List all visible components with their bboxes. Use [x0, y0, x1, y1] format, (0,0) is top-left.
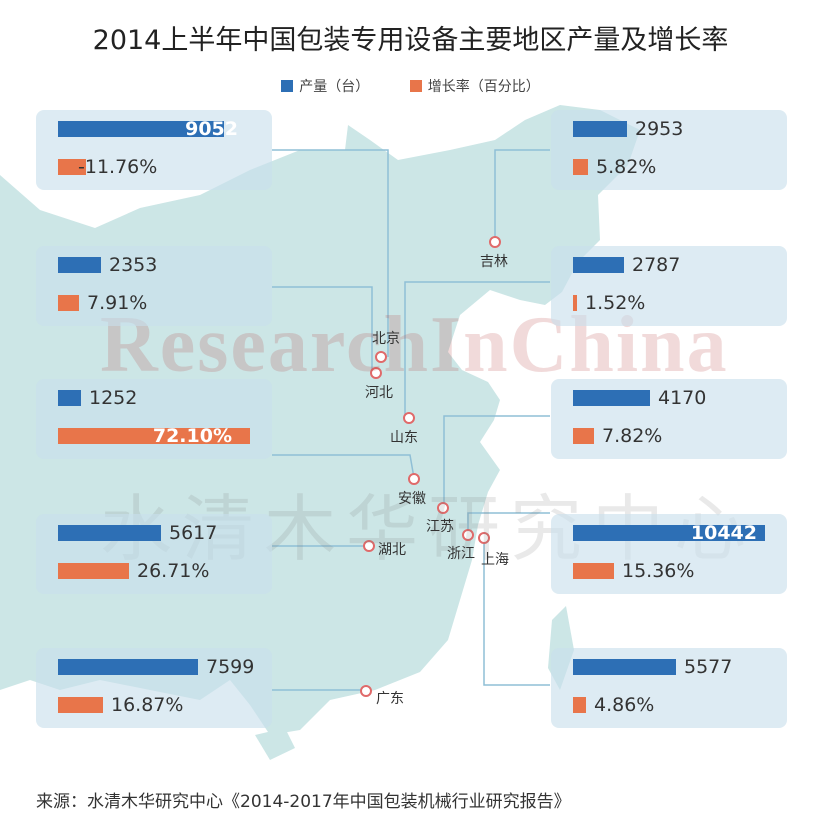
line-jiangsu [443, 415, 550, 504]
growth-bar-zhejiang [573, 563, 614, 579]
production-value-hebei: 2353 [109, 254, 158, 276]
line-beijing [272, 149, 389, 357]
legend-growth-label: 增长率（百分比） [427, 79, 540, 95]
city-label-guangdong: 广东 [376, 691, 404, 707]
growth-value-hubei: 26.71% [137, 560, 210, 582]
city-label-beijing: 北京 [372, 331, 400, 347]
legend-growth-swatch [409, 80, 422, 92]
growth-bar-jilin [573, 159, 588, 175]
city-label-hebei: 河北 [365, 385, 393, 401]
source-note: 来源：水清木华研究中心《2014-2017年中国包装机械行业研究报告》 [36, 792, 571, 812]
growth-bar-beijing [58, 159, 86, 175]
production-bar-shanghai [573, 659, 676, 675]
city-label-shandong: 山东 [390, 430, 418, 446]
production-value-shanghai: 5577 [684, 656, 733, 678]
production-value-jiangsu: 4170 [658, 387, 707, 409]
production-value-guangdong: 7599 [206, 656, 255, 678]
production-value-zhejiang: 10442 [690, 522, 757, 544]
line-shandong [404, 281, 550, 416]
marker-hebei [370, 367, 382, 379]
card-hebei: 2353 7.91% [36, 246, 272, 326]
production-bar-anhui [58, 390, 81, 406]
line-jilin [494, 149, 550, 238]
production-bar-hubei [58, 525, 161, 541]
growth-value-shandong: 1.52% [585, 292, 646, 314]
growth-bar-shanghai [573, 697, 586, 713]
card-jiangsu: 4170 7.82% [551, 379, 787, 459]
city-label-zhejiang: 浙江 [447, 546, 475, 562]
card-shandong: 2787 1.52% [551, 246, 787, 326]
legend-growth: 增长率（百分比） [409, 76, 540, 96]
line-shanghai [483, 540, 550, 686]
location-markers [360, 236, 501, 697]
hainan-island [255, 728, 295, 760]
city-label-jilin: 吉林 [480, 254, 508, 270]
growth-value-zhejiang: 15.36% [622, 560, 695, 582]
marker-hubei [363, 540, 375, 552]
card-beijing: 9052 -11.76% [36, 110, 272, 190]
production-value-beijing: 9052 [185, 118, 238, 140]
city-label-jiangsu: 江苏 [426, 519, 454, 535]
marker-jilin [489, 236, 501, 248]
city-label-shanghai: 上海 [481, 552, 509, 568]
production-value-shandong: 2787 [632, 254, 681, 276]
marker-zhejiang [462, 529, 474, 541]
production-value-hubei: 5617 [169, 522, 218, 544]
growth-value-guangdong: 16.87% [111, 694, 184, 716]
card-hubei: 5617 26.71% [36, 514, 272, 594]
city-label-hubei: 湖北 [378, 542, 406, 558]
card-shanghai: 5577 4.86% [551, 648, 787, 728]
card-anhui: 1252 72.10% [36, 379, 272, 459]
growth-bar-anhui [58, 428, 250, 444]
growth-bar-hebei [58, 295, 79, 311]
production-value-anhui: 1252 [89, 387, 138, 409]
growth-bar-hubei [58, 563, 129, 579]
legend-production-swatch [281, 80, 294, 92]
card-guangdong: 7599 16.87% [36, 648, 272, 728]
legend-production-label: 产量（台） [299, 79, 370, 95]
marker-shanghai [478, 532, 490, 544]
production-bar-jilin [573, 121, 627, 137]
production-value-jilin: 2953 [635, 118, 684, 140]
line-anhui [272, 454, 415, 479]
growth-bar-shandong [573, 295, 577, 311]
production-bar-guangdong [58, 659, 198, 675]
chart-title: 2014上半年中国包装专用设备主要地区产量及增长率 [92, 25, 729, 56]
marker-jiangsu [437, 502, 449, 514]
marker-beijing [375, 351, 387, 363]
growth-bar-guangdong [58, 697, 103, 713]
growth-value-hebei: 7.91% [87, 292, 148, 314]
marker-guangdong [360, 685, 372, 697]
city-label-anhui: 安徽 [398, 491, 426, 507]
legend: 产量（台） 增长率（百分比） [0, 76, 821, 96]
production-bar-beijing [58, 121, 224, 137]
shandong-coast [408, 395, 470, 438]
production-bar-zhejiang [573, 525, 765, 541]
marker-shandong [403, 412, 415, 424]
growth-value-jilin: 5.82% [596, 156, 657, 178]
growth-value-beijing: -11.76% [78, 156, 158, 178]
line-zhejiang [467, 512, 550, 533]
card-zhejiang: 10442 15.36% [551, 514, 787, 594]
production-bar-hebei [58, 257, 101, 273]
growth-value-jiangsu: 7.82% [602, 425, 663, 447]
growth-value-shanghai: 4.86% [594, 694, 655, 716]
legend-production: 产量（台） [281, 76, 369, 96]
growth-value-anhui: 72.10% [152, 425, 232, 447]
production-bar-jiangsu [573, 390, 650, 406]
production-bar-shandong [573, 257, 624, 273]
marker-anhui [408, 473, 420, 485]
card-jilin: 2953 5.82% [551, 110, 787, 190]
connector-lines [272, 149, 550, 691]
growth-bar-jiangsu [573, 428, 594, 444]
